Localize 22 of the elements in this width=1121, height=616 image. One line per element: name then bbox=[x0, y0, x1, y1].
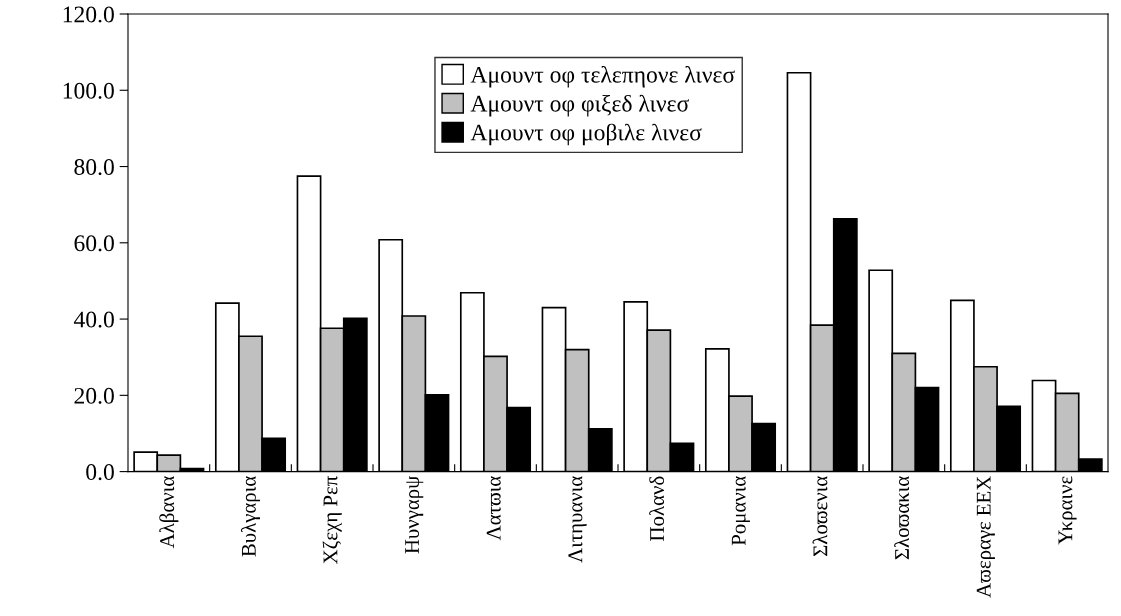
x-tick-label: Χζεχη Ρεπ bbox=[322, 476, 342, 564]
x-tick-label: Αϖεραγε ΕΕΧ bbox=[976, 476, 995, 598]
y-tick-label: 0.0 bbox=[86, 464, 114, 481]
x-tick-label: Ηυνγαρψ bbox=[405, 476, 424, 554]
x-tick-label: Ρομανια bbox=[731, 476, 750, 546]
x-tick-label: Λατϖια bbox=[486, 476, 501, 541]
x-tick-label: Σλοϖενια bbox=[812, 476, 828, 556]
x-tick-label: Πολανδ bbox=[649, 476, 665, 541]
x-tick-label: Σλοϖακια bbox=[894, 476, 910, 560]
x-tick-label: Υκραινε bbox=[1058, 476, 1077, 545]
legend-label: Αμουντ οφ τελεπηονε λινεσ bbox=[470, 65, 735, 88]
x-tick-label: Αλβανια bbox=[159, 476, 179, 549]
x-tick-label: Λιτηυανια bbox=[568, 476, 587, 563]
y-tick-label: 100.0 bbox=[63, 82, 114, 99]
legend-label: Αμουντ οφ μοβιλε λινεσ bbox=[470, 123, 702, 146]
y-tick-label: 40.0 bbox=[73, 311, 114, 328]
y-tick-label: 80.0 bbox=[74, 159, 114, 176]
x-tick-label: Βυλγαρια bbox=[240, 476, 261, 557]
y-tick-label: 120.0 bbox=[63, 6, 114, 23]
legend-label: Αμουντ οφ φιξεδ λινεσ bbox=[470, 94, 689, 117]
y-tick-label: 60.0 bbox=[74, 235, 114, 252]
y-tick-label: 20.0 bbox=[74, 387, 114, 404]
